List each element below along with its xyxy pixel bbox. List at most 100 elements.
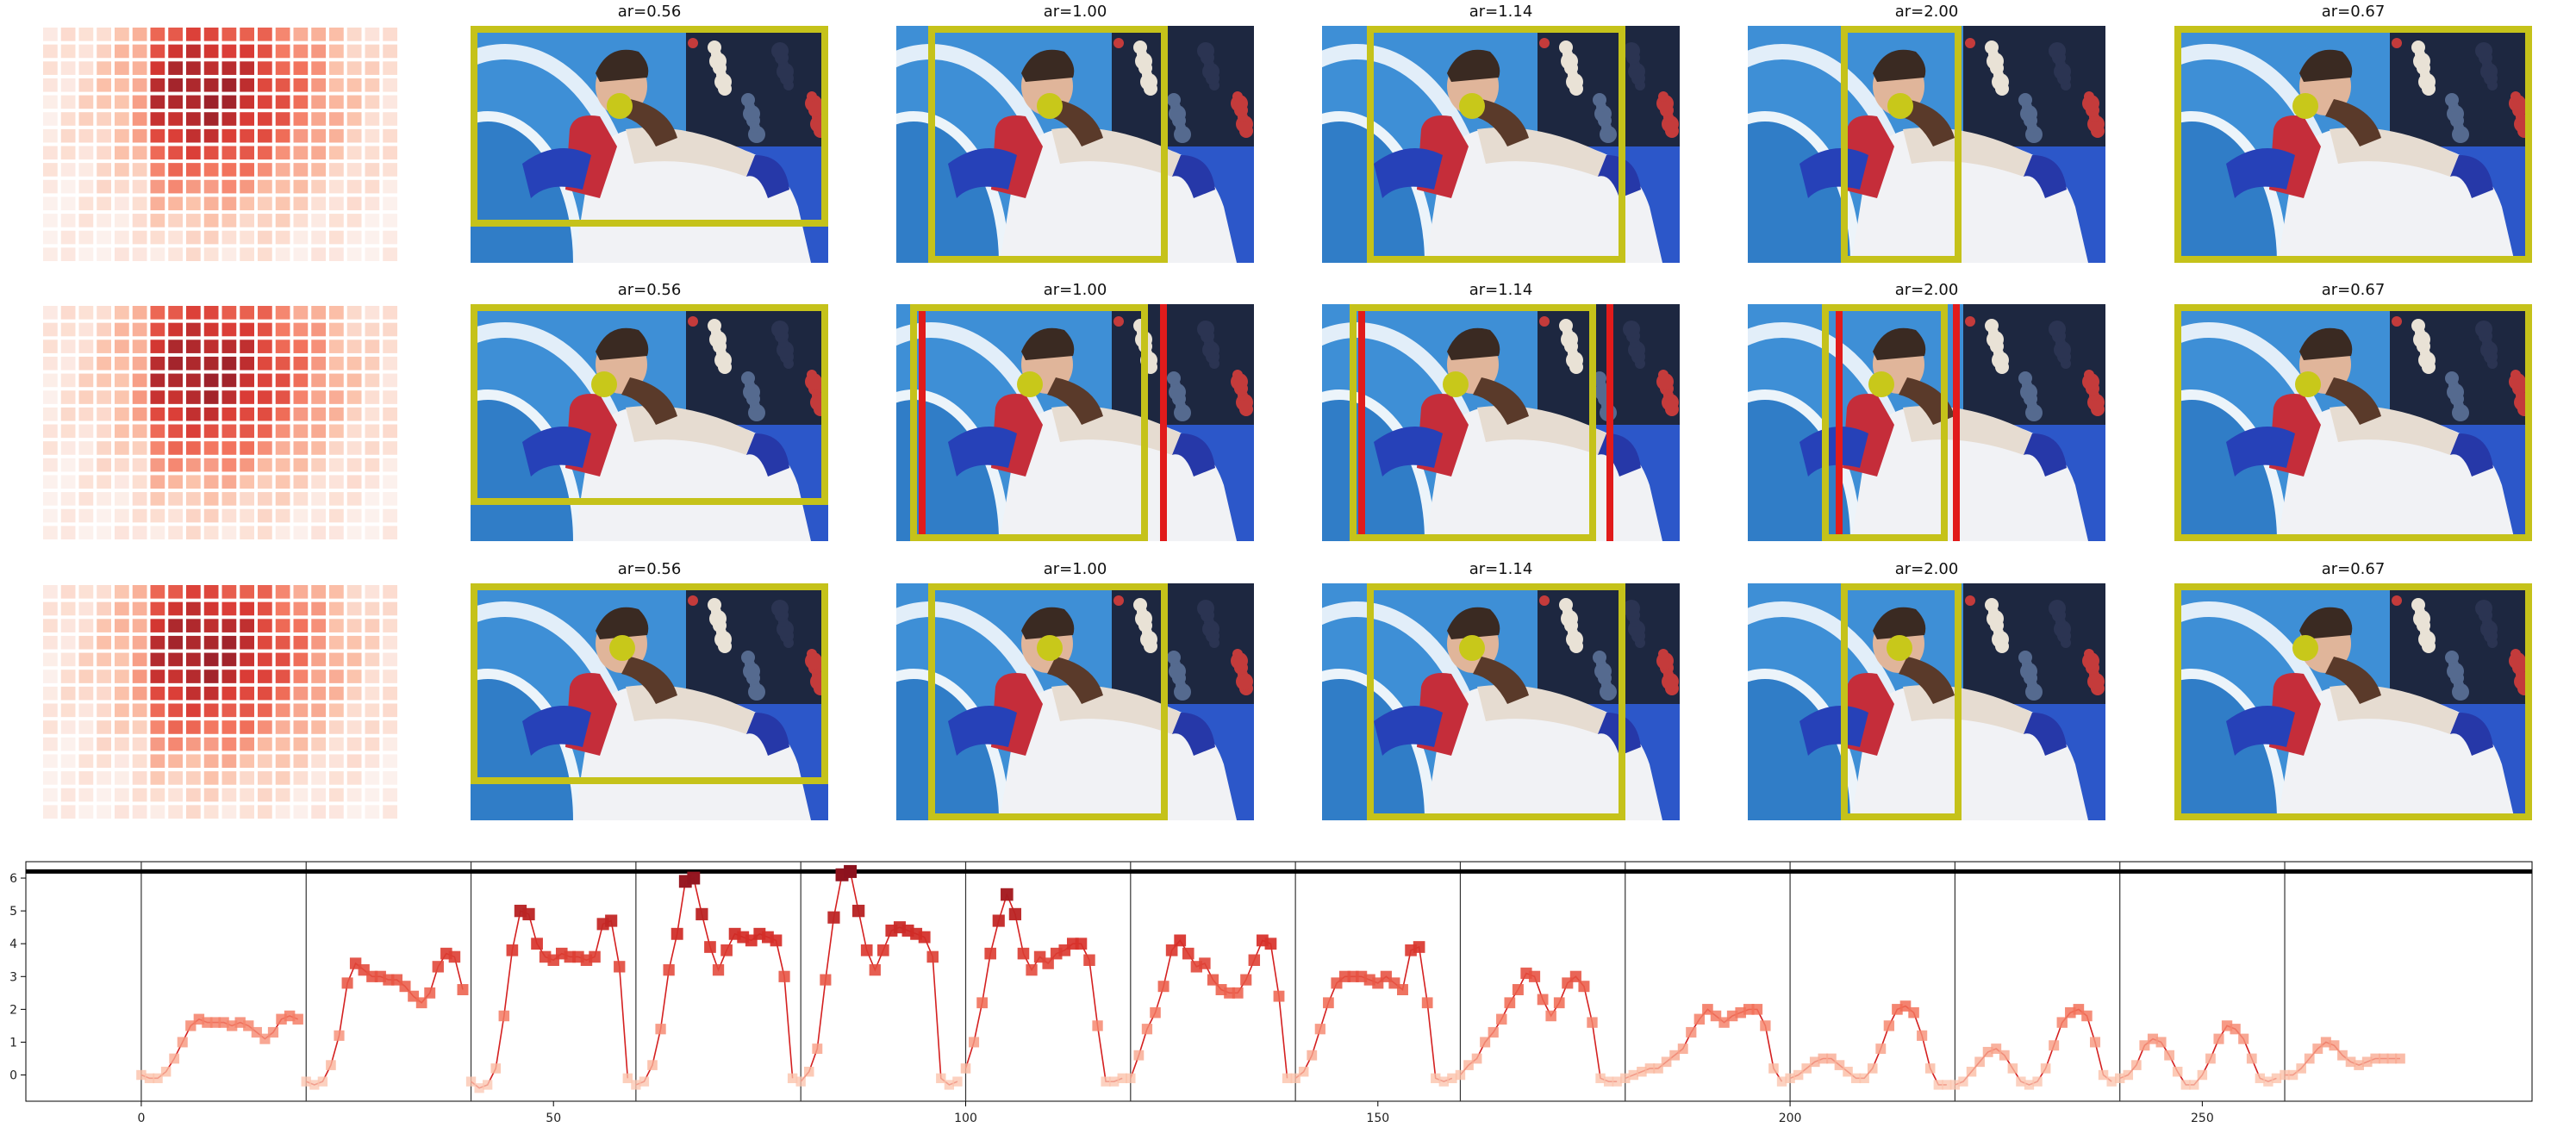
heatmap-cell [168, 61, 183, 75]
heatmap-cell [221, 78, 237, 92]
heatmap-cell [383, 28, 397, 41]
heatmap-cell [203, 61, 219, 75]
heatmap-cell [383, 163, 397, 177]
crop-panel: ar=2.00 [1748, 3, 2105, 263]
photo-illustration [1748, 583, 2105, 820]
heatmap-cell [115, 788, 129, 802]
heatmap-cell [329, 28, 344, 41]
heatmap-cell [150, 322, 165, 337]
heatmap-cell [329, 128, 344, 143]
data-point [531, 938, 543, 950]
heatmap-cell [275, 28, 290, 41]
data-point [1653, 1063, 1663, 1074]
heatmap-cell [240, 670, 254, 683]
heatmap-cell [150, 788, 165, 802]
heatmap-cell [60, 95, 76, 109]
aspect-ratio-label: ar=2.00 [1894, 560, 1959, 578]
heatmap-cell [383, 805, 397, 819]
focus-point [1443, 371, 1469, 397]
heatmap-cell [150, 128, 165, 143]
heatmap-cell [97, 247, 111, 261]
heatmap-cell [132, 737, 147, 751]
crop-panel: ar=1.14 [1322, 281, 1680, 541]
heatmap-cell [329, 441, 344, 455]
aspect-ratio-label: ar=2.00 [1894, 281, 1959, 299]
heatmap-cell [150, 44, 165, 59]
heatmap-cell [258, 112, 272, 126]
heatmap-cell [78, 508, 94, 523]
heatmap-cell [383, 458, 397, 472]
heatmap-cell [258, 28, 272, 41]
data-point [1438, 1076, 1449, 1087]
heatmap-cell [258, 95, 272, 109]
heatmap-cell [168, 492, 183, 506]
heatmap-cell [346, 163, 362, 177]
heatmap-cell [132, 390, 147, 404]
data-point [2354, 1060, 2364, 1070]
heatmap-cell [60, 601, 76, 616]
data-point [448, 950, 461, 963]
heatmap-cell [383, 788, 397, 802]
heatmap-cell [329, 686, 344, 701]
heatmap-cell [132, 179, 147, 194]
heatmap-cell [365, 179, 380, 194]
heatmap-cell [275, 78, 290, 92]
heatmap-cell [240, 61, 254, 75]
heatmap-cell [97, 28, 111, 41]
heatmap-cell [275, 754, 290, 769]
heatmap-cell [97, 686, 111, 701]
data-point [2246, 1053, 2257, 1064]
heatmap-cell [43, 754, 58, 769]
data-point [1240, 974, 1252, 986]
heatmap-cell [240, 196, 254, 211]
heatmap-cell [221, 737, 237, 751]
heatmap-cell [60, 373, 76, 388]
heatmap-cell [365, 508, 380, 523]
heatmap-cell [221, 322, 237, 337]
heatmap-cell [97, 230, 111, 245]
focus-point [2292, 93, 2318, 119]
heatmap-cell [97, 788, 111, 802]
heatmap-cell [258, 635, 272, 650]
heatmap-cell [132, 805, 147, 819]
heatmap-cell [168, 424, 183, 439]
photo-illustration [896, 583, 1254, 820]
heatmap-cell [203, 585, 219, 599]
data-point [326, 1060, 336, 1070]
heatmap-cell [275, 720, 290, 734]
data-point [639, 1076, 650, 1087]
heatmap-cell [150, 230, 165, 245]
heatmap-cell [258, 340, 272, 353]
heatmap-cell [186, 78, 201, 92]
data-point [1232, 987, 1244, 999]
data-point [778, 970, 790, 982]
heatmap-cell [150, 670, 165, 683]
heatmap-cell [311, 720, 326, 734]
heatmap-cell [168, 686, 183, 701]
heatmap-cell [43, 720, 58, 734]
heatmap-cell [383, 585, 397, 599]
aspect-ratio-label: ar=1.00 [1043, 281, 1107, 299]
heatmap-cell [383, 635, 397, 650]
heatmap-cell [293, 670, 309, 683]
heatmap-cell [258, 424, 272, 439]
data-point [1899, 1000, 1912, 1012]
heatmap-cell [168, 526, 183, 539]
heatmap-cell [221, 247, 237, 261]
heatmap-cell [168, 508, 183, 523]
heatmap-cell [168, 805, 183, 819]
data-point [2115, 1073, 2125, 1084]
heatmap-cell [329, 754, 344, 769]
heatmap-cell [240, 424, 254, 439]
heatmap-cell [275, 652, 290, 667]
heatmap-cell [258, 196, 272, 211]
heatmap-cell [203, 652, 219, 667]
heatmap-cell [275, 247, 290, 261]
heatmap-cell [78, 754, 94, 769]
heatmap-cell [150, 179, 165, 194]
heatmap-cell [43, 128, 58, 143]
heatmap-cell [275, 771, 290, 785]
heatmap-cell [168, 619, 183, 632]
heatmap-cell [78, 322, 94, 337]
heatmap-cell [240, 128, 254, 143]
